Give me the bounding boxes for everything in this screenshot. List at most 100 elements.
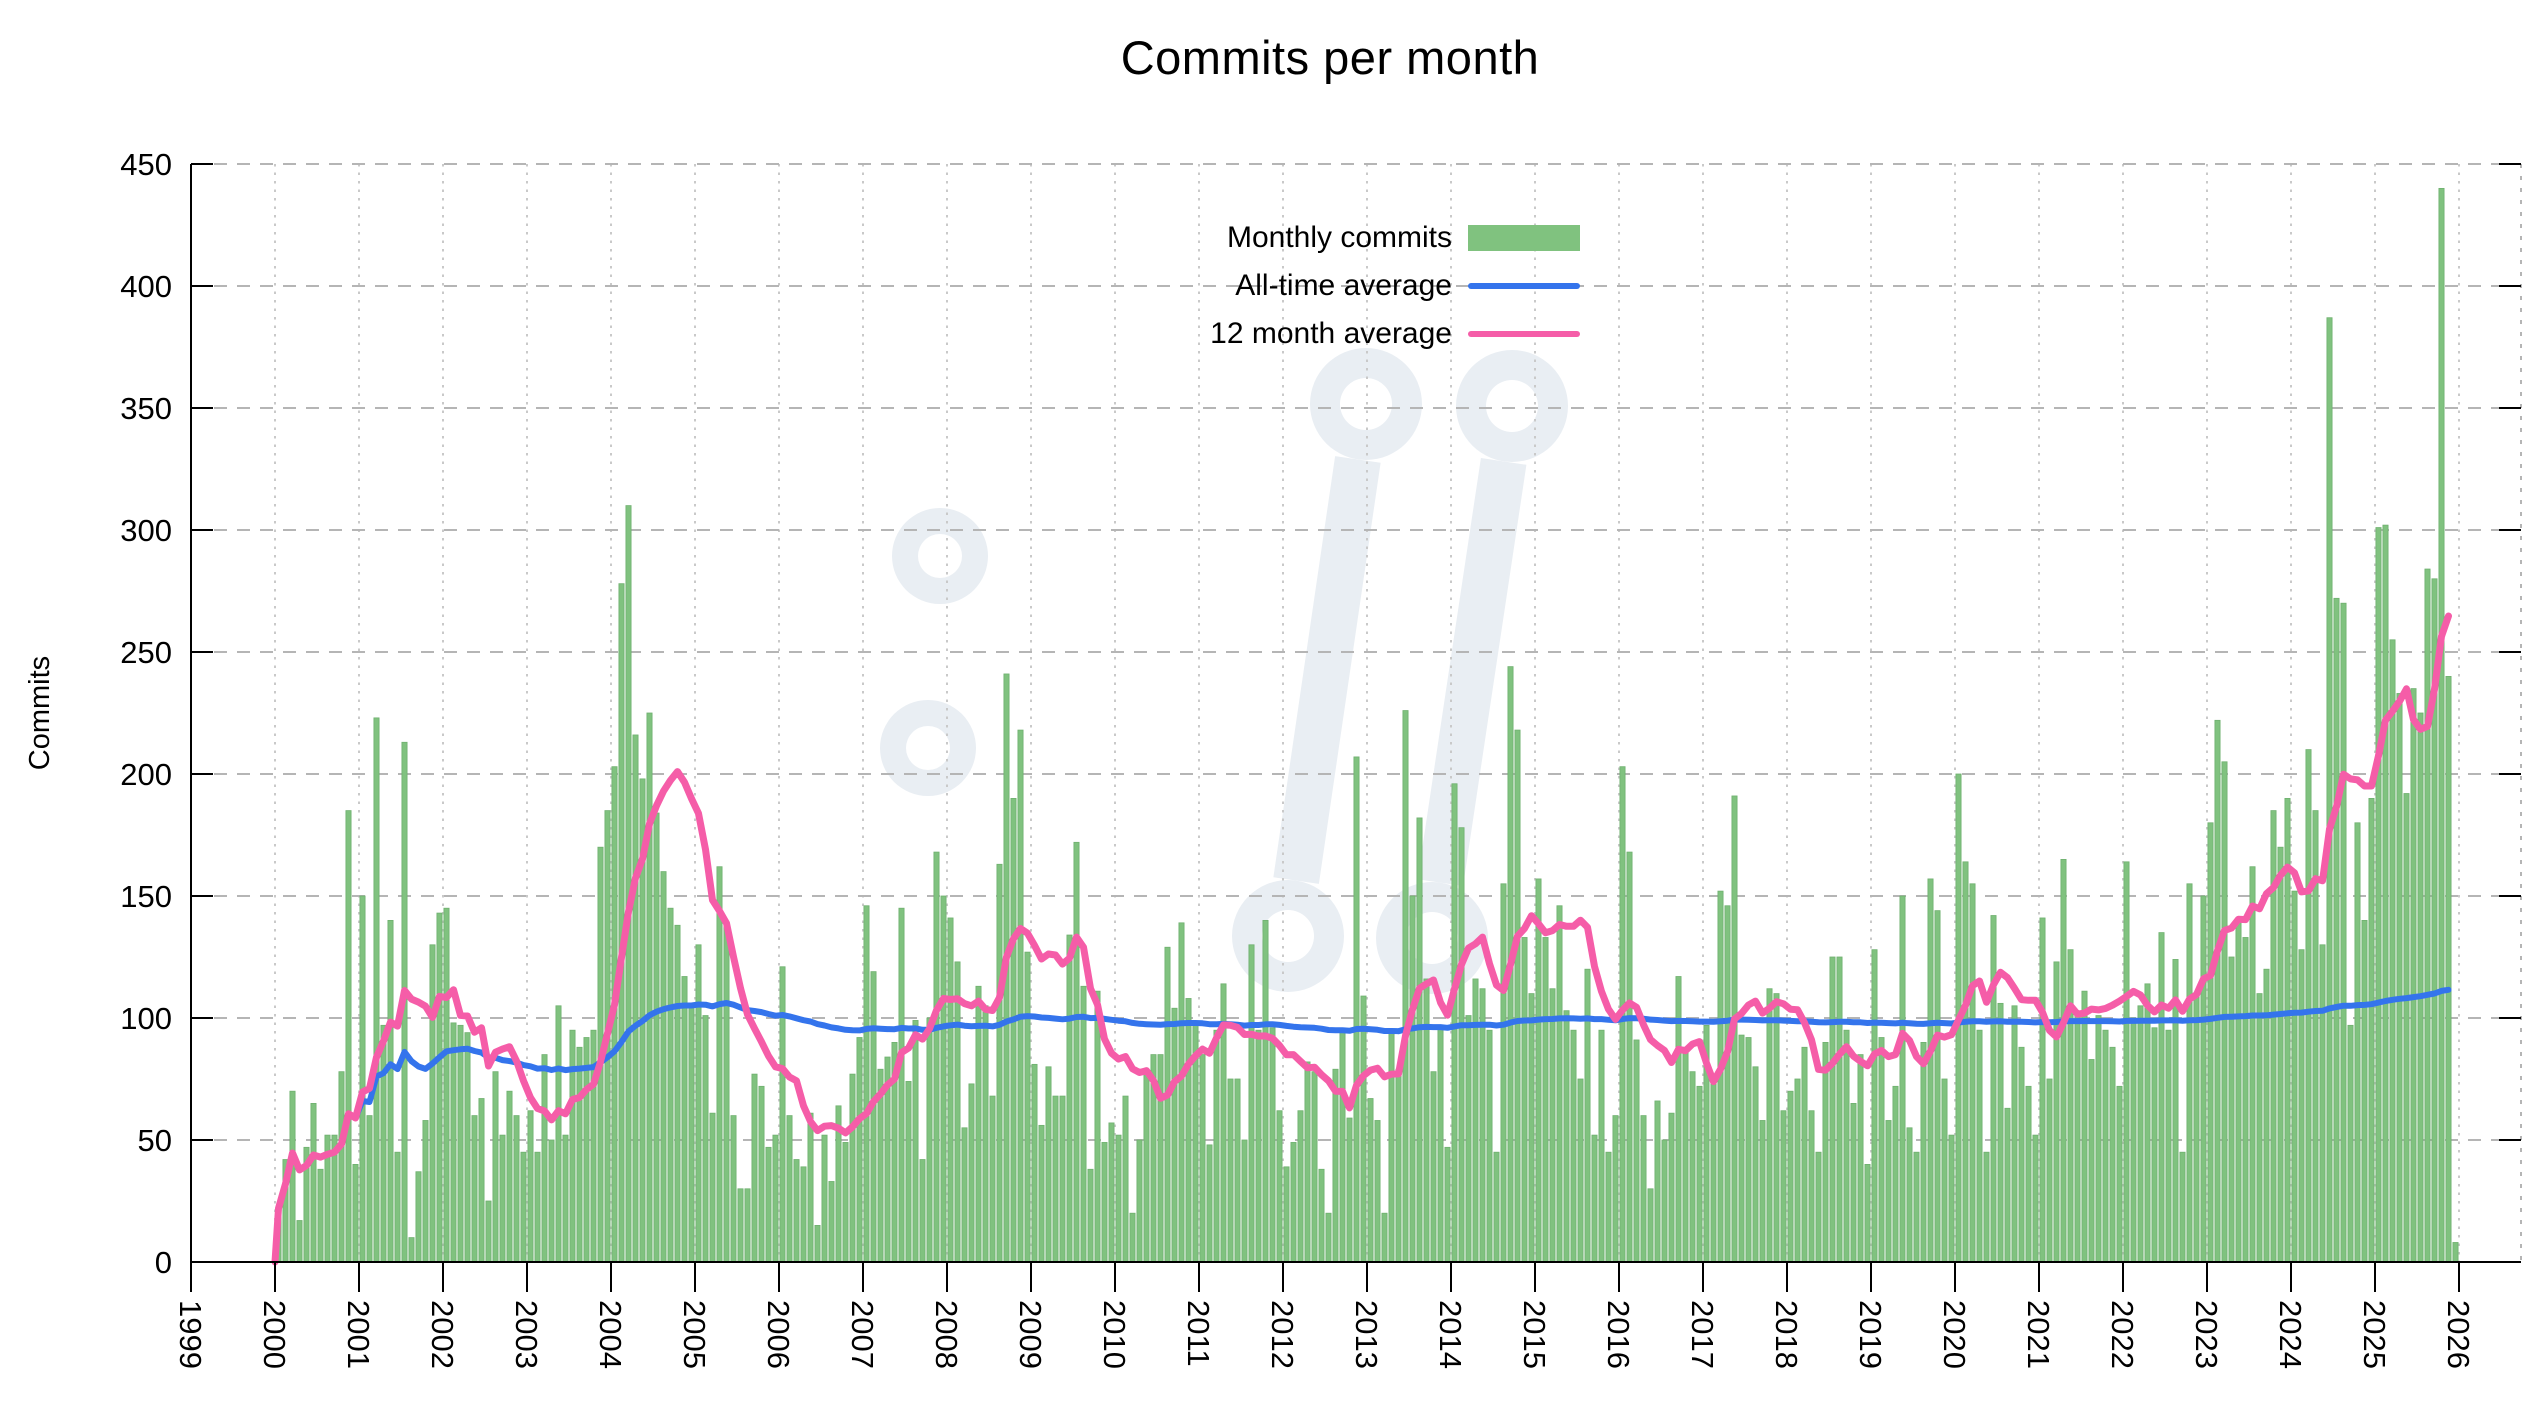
monthly-commits-bar bbox=[625, 505, 632, 1263]
monthly-commits-bar bbox=[2102, 1029, 2109, 1263]
monthly-commits-bar bbox=[1948, 1134, 1955, 1263]
monthly-commits-bar bbox=[1920, 1042, 1927, 1263]
monthly-commits-bar bbox=[1843, 1029, 1850, 1263]
alltime-average-line bbox=[272, 986, 2452, 1265]
monthly-commits-bar bbox=[2109, 1046, 2116, 1263]
monthly-commits-bar bbox=[429, 944, 436, 1263]
legend-item-alltime-average: All-time average bbox=[1020, 262, 1580, 310]
monthly-commits-bar bbox=[569, 1029, 576, 1263]
monthly-commits-bar bbox=[1969, 883, 1976, 1263]
monthly-commits-bar bbox=[1451, 783, 1458, 1263]
monthly-commits-bar bbox=[583, 1037, 590, 1263]
monthly-commits-bar bbox=[2053, 961, 2060, 1263]
monthly-commits-bar bbox=[905, 1081, 912, 1263]
y-tick-label: 400 bbox=[120, 269, 172, 304]
x-tick-label: 2025 bbox=[2357, 1300, 2392, 1369]
monthly-commits-bar bbox=[1577, 1078, 1584, 1263]
monthly-commits-bar bbox=[933, 851, 940, 1263]
monthly-commits-bar bbox=[1080, 985, 1087, 1263]
y-tick-label: 100 bbox=[120, 1001, 172, 1036]
y-axis-title: Commits bbox=[24, 655, 56, 771]
monthly-commits-bar bbox=[513, 1115, 520, 1263]
monthly-commits-bar bbox=[408, 1237, 415, 1263]
monthly-commits-bar bbox=[1381, 1212, 1388, 1263]
monthly-commits-bar bbox=[653, 812, 660, 1263]
monthly-commits-bar bbox=[912, 1020, 919, 1263]
monthly-commits-bar bbox=[786, 1115, 793, 1263]
monthly-commits-bar bbox=[1759, 1120, 1766, 1263]
monthly-commits-bar bbox=[1927, 878, 1934, 1263]
monthly-commits-bar bbox=[1395, 1068, 1402, 1263]
monthly-commits-bar bbox=[1276, 1110, 1283, 1263]
monthly-commits-bar bbox=[1983, 1151, 1990, 1263]
monthly-commits-bar bbox=[898, 907, 905, 1263]
monthly-commits-bar bbox=[1850, 1103, 1857, 1263]
monthly-commits-bar bbox=[2452, 1242, 2459, 1263]
monthly-commits-bar bbox=[2396, 693, 2403, 1263]
monthly-commits-bar bbox=[2032, 1134, 2039, 1263]
monthly-commits-bar bbox=[1535, 878, 1542, 1263]
monthly-commits-bar bbox=[2277, 846, 2284, 1263]
monthly-commits-bar bbox=[443, 907, 450, 1263]
monthly-commits-bar bbox=[2018, 1046, 2025, 1263]
monthly-commits-bar bbox=[1304, 1061, 1311, 1263]
monthly-commits-bar bbox=[499, 1134, 506, 1263]
monthly-commits-bar bbox=[1339, 1032, 1346, 1263]
monthly-commits-bar bbox=[541, 1054, 548, 1263]
monthly-commits-bar bbox=[2340, 602, 2347, 1263]
monthly-commits-bar bbox=[940, 895, 947, 1263]
monthly-commits-bar bbox=[1836, 956, 1843, 1263]
monthly-commits-bar bbox=[492, 1071, 499, 1263]
x-tick-label: 2000 bbox=[257, 1300, 292, 1369]
monthly-commits-bar bbox=[2445, 676, 2452, 1263]
monthly-commits-bar bbox=[1129, 1212, 1136, 1263]
monthly-commits-bar bbox=[1556, 905, 1563, 1263]
monthly-commits-bar bbox=[681, 976, 688, 1263]
monthly-commits-bar bbox=[765, 1146, 772, 1263]
monthly-commits-bar bbox=[870, 971, 877, 1263]
monthly-commits-bar bbox=[1787, 1090, 1794, 1263]
monthly-commits-bar bbox=[1794, 1078, 1801, 1263]
watermark-ring-icon bbox=[880, 700, 976, 796]
legend-item-monthly-commits: Monthly commits bbox=[1020, 214, 1580, 262]
monthly-commits-bar bbox=[1640, 1115, 1647, 1263]
monthly-commits-bar bbox=[821, 1134, 828, 1263]
monthly-commits-bar bbox=[1528, 993, 1535, 1263]
monthly-commits-bar bbox=[1388, 1029, 1395, 1263]
monthly-commits-bar bbox=[730, 1115, 737, 1263]
monthly-commits-bar bbox=[828, 1181, 835, 1263]
monthly-commits-bar bbox=[1486, 1029, 1493, 1263]
monthly-commits-bar bbox=[667, 907, 674, 1263]
monthly-commits-bar bbox=[1997, 1002, 2004, 1263]
x-tick-label: 1999 bbox=[173, 1300, 208, 1369]
monthly-commits-bar bbox=[2235, 920, 2242, 1263]
monthly-commits-bar bbox=[1878, 1037, 1885, 1263]
monthly-commits-bar bbox=[1346, 1117, 1353, 1263]
monthly-commits-bar bbox=[1290, 1142, 1297, 1263]
monthly-commits-bar bbox=[779, 966, 786, 1263]
monthly-commits-bar bbox=[1598, 1029, 1605, 1263]
monthly-commits-bar bbox=[338, 1071, 345, 1263]
monthly-commits-bar bbox=[464, 1032, 471, 1263]
monthly-commits-bar bbox=[359, 895, 366, 1263]
monthly-commits-bar bbox=[674, 924, 681, 1263]
monthly-commits-bar bbox=[2144, 983, 2151, 1263]
x-tick-label: 2022 bbox=[2105, 1300, 2140, 1369]
monthly-commits-bar bbox=[1213, 1029, 1220, 1263]
monthly-commits-bar bbox=[1892, 1085, 1899, 1263]
monthly-commits-bar bbox=[1227, 1078, 1234, 1263]
monthly-commits-bar bbox=[2389, 639, 2396, 1263]
monthly-commits-bar bbox=[506, 1090, 513, 1263]
monthly-commits-bar bbox=[1311, 1071, 1318, 1263]
x-tick-label: 2024 bbox=[2273, 1300, 2308, 1369]
monthly-commits-bar bbox=[1185, 998, 1192, 1263]
monthly-commits-bar bbox=[919, 1159, 926, 1263]
monthly-commits-bar bbox=[1122, 1095, 1129, 1263]
monthly-commits-bar bbox=[2214, 719, 2221, 1263]
monthly-commits-bar bbox=[1801, 1046, 1808, 1263]
x-tick-label: 2017 bbox=[1685, 1300, 1720, 1369]
monthly-commits-bar bbox=[1031, 1063, 1038, 1263]
watermark-wrench-icon bbox=[1273, 456, 1381, 884]
monthly-commits-bar bbox=[534, 1151, 541, 1263]
